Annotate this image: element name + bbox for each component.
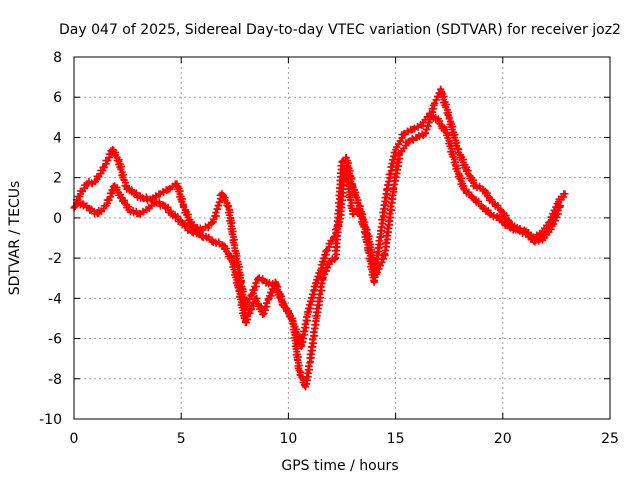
data-point-fill: [301, 320, 309, 328]
data-point-fill: [264, 296, 272, 304]
plot-frame: [73, 56, 611, 420]
data-point-fill: [376, 227, 384, 235]
data-point-fill: [380, 250, 388, 258]
data-point-fill: [311, 321, 319, 329]
data-point-fill: [386, 210, 394, 218]
data-point-fill: [362, 228, 370, 236]
data-point-fill: [382, 239, 390, 247]
data-point-fill: [317, 283, 325, 291]
data-point-fill: [377, 223, 385, 231]
data-point-fill: [387, 202, 395, 210]
chart-title: Day 047 of 2025, Sidereal Day-to-day VTE…: [59, 22, 621, 38]
x-tick-label: 0: [70, 431, 79, 447]
x-axis-label: GPS time / hours: [281, 458, 398, 474]
x-tick-label: 15: [387, 431, 405, 447]
x-tick-label: 20: [494, 431, 512, 447]
data-point-fill: [322, 248, 330, 256]
data-point: [295, 367, 303, 375]
y-tick-label: 4: [53, 130, 62, 146]
data-points: [70, 85, 569, 391]
data-point-fill: [392, 173, 400, 181]
y-tick-label: 8: [53, 50, 62, 66]
data-point-fill: [381, 246, 389, 254]
y-tick-label: -2: [48, 251, 62, 267]
y-tick-label: -6: [48, 332, 62, 348]
data-point-fill: [556, 203, 564, 211]
data-point: [557, 202, 565, 210]
series-2: [74, 85, 565, 391]
data-point-fill: [390, 180, 398, 188]
series-1: [70, 109, 569, 351]
data-point: [121, 182, 129, 190]
data-point-fill: [386, 170, 394, 178]
data-point: [259, 310, 267, 318]
x-tick-label: 25: [601, 431, 619, 447]
data-point-fill: [315, 290, 323, 298]
y-tick-label: -8: [48, 372, 62, 388]
data-point-fill: [375, 237, 383, 245]
x-tick-labels: 0 5 10 15 20 25: [70, 431, 619, 447]
data-point-fill: [370, 277, 378, 285]
y-tick-label: 0: [53, 211, 62, 227]
data-point-fill: [318, 279, 326, 287]
x-tick-label: 10: [279, 431, 297, 447]
x-tick-label: 5: [177, 431, 186, 447]
y-tick-label: 2: [53, 171, 62, 187]
grid: [74, 57, 610, 419]
data-point-fill: [308, 335, 316, 343]
data-point-fill: [378, 216, 386, 224]
data-point-fill: [388, 195, 396, 203]
data-point: [139, 194, 147, 202]
data-point: [248, 290, 256, 298]
data-point-fill: [385, 177, 393, 185]
y-tick-label: -4: [48, 291, 62, 307]
data-point: [561, 190, 569, 198]
data-point-fill: [388, 191, 396, 199]
data-point-fill: [337, 162, 345, 170]
data-point-fill: [310, 328, 318, 336]
y-axis-label: SDTVAR / TECUs: [7, 181, 23, 296]
y-tick-label: 6: [53, 90, 62, 106]
data-point-fill: [305, 362, 313, 370]
data-point-fill: [384, 181, 392, 189]
data-point-fill: [389, 184, 397, 192]
axis-ticks: [73, 56, 611, 420]
y-tick-labels: -10 -8 -6 -4 -2 0 2 4 6 8: [39, 50, 62, 428]
y-tick-label: -10: [39, 412, 62, 428]
